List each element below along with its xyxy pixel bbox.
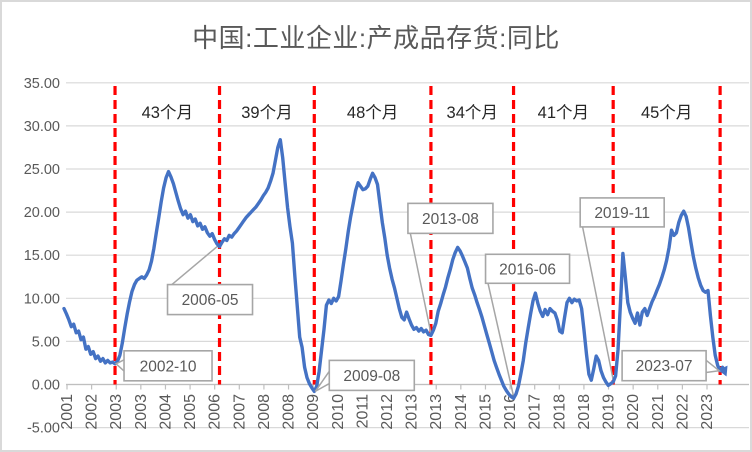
x-axis-tick-label: 2007: [231, 394, 248, 430]
inventory-yoy-series-line: [62, 137, 725, 400]
trough-callout-label-2006-05: 2006-05: [182, 292, 239, 309]
x-axis-tick-label: 2016: [502, 394, 519, 430]
x-axis-tick-label: 2009: [305, 394, 322, 430]
x-axis-tick-label: 2006: [207, 394, 224, 430]
y-axis-tick-label: 25.00: [24, 162, 60, 178]
callout-leader-2016-06: [486, 281, 515, 397]
x-axis-tick-label: 2019: [601, 394, 618, 430]
trough-callout-box-2013-08: [407, 202, 494, 235]
y-axis-tick-label: 15.00: [24, 248, 60, 264]
callout-leader-2019-11: [581, 224, 614, 381]
trough-callout-label-2019-11: 2019-11: [594, 205, 650, 222]
x-axis-tick-label: 2018: [551, 394, 568, 430]
x-axis-tick-label: 2004: [157, 394, 174, 430]
x-axis-tick-label: 2018: [576, 394, 593, 430]
x-axis-tick-label: 2015: [477, 394, 494, 430]
x-axis-tick-label: 2002: [84, 394, 101, 430]
trough-callout-label-2009-08: 2009-08: [343, 368, 400, 385]
callout-leader-2006-05: [169, 244, 221, 288]
cycle-duration-label: 45个月: [641, 103, 692, 122]
x-axis-tick-label: 2020: [625, 394, 642, 430]
callout-leader-2013-08: [409, 231, 432, 334]
y-axis-tick-label: 5.00: [32, 334, 60, 350]
x-axis-tick-label: 2008: [256, 394, 273, 430]
trough-callout-label-2002-10: 2002-10: [140, 358, 197, 375]
cycle-duration-label: 48个月: [347, 103, 398, 122]
trough-callout-box-2019-11: [579, 197, 665, 228]
cycle-duration-label: 39个月: [241, 103, 292, 122]
x-axis-tick-label: 2013: [404, 394, 421, 430]
x-axis-tick-label: 2010: [330, 394, 347, 430]
y-axis-tick-label: 35.00: [24, 76, 60, 92]
x-axis-tick-label: 2008: [281, 394, 298, 430]
x-axis-tick-label: 2003: [133, 394, 150, 430]
y-axis-tick-label: 10.00: [24, 291, 60, 307]
trough-callout-label-2013-08: 2013-08: [422, 211, 479, 228]
line-end-arrow-icon: [717, 365, 728, 377]
trough-callout-box-2009-08: [328, 359, 416, 392]
trough-callout-box-2023-07: [621, 349, 707, 382]
cycle-duration-label: 41个月: [538, 103, 589, 122]
x-axis-tick-label: 2005: [182, 394, 199, 430]
x-axis-tick-label: 2011: [354, 394, 371, 429]
chart-title: 中国:工业企业:产成品存货:同比: [192, 23, 560, 53]
trough-callout-label-2023-07: 2023-07: [636, 358, 693, 375]
cycle-duration-label: 43个月: [142, 103, 193, 122]
x-axis-tick-label: 2017: [527, 394, 544, 430]
y-axis-tick-label: 30.00: [24, 119, 60, 135]
x-axis-tick-label: 2001: [59, 394, 76, 430]
trough-callout-label-2016-06: 2016-06: [499, 261, 556, 278]
trough-callout-box-2016-06: [484, 253, 571, 285]
y-axis-tick-label: 0.00: [32, 378, 60, 394]
cycle-duration-label: 34个月: [447, 103, 498, 122]
x-axis-tick-label: 2012: [379, 394, 396, 430]
x-axis-tick-label: 2014: [453, 394, 470, 430]
trough-callout-box-2002-10: [123, 350, 213, 382]
x-axis-tick-label: 2023: [699, 394, 716, 430]
y-axis-tick-label: 20.00: [24, 205, 60, 221]
x-axis-tick-label: 2003: [108, 394, 125, 430]
y-axis-tick-label: -5.00: [27, 421, 60, 437]
trough-callout-box-2006-05: [166, 283, 254, 316]
x-axis-tick-label: 2022: [674, 394, 691, 430]
x-axis-tick-label: 2021: [650, 394, 667, 430]
x-axis-tick-label: 2013: [428, 394, 445, 430]
